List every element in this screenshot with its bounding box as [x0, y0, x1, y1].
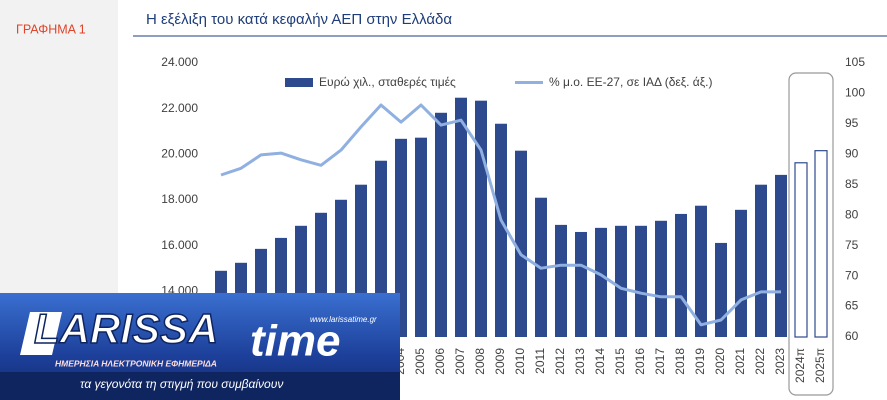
brand-right: time	[250, 317, 340, 366]
x-tick-label: 2015	[613, 348, 627, 375]
bar	[555, 224, 567, 337]
bar	[655, 220, 667, 337]
logo-l-shape	[20, 312, 62, 355]
line	[220, 103, 781, 327]
x-tick-label: 2025π	[813, 348, 827, 383]
bar	[715, 242, 727, 337]
y-tick-label: 20.000	[161, 147, 198, 161]
bar	[695, 205, 707, 337]
bar	[475, 100, 487, 337]
y2-tick-label: 60	[845, 329, 859, 343]
legend-label: Ευρώ χιλ., σταθερές τιμές	[319, 75, 456, 89]
x-tick-label: 2007	[453, 348, 467, 375]
y2-tick-label: 70	[845, 268, 859, 282]
x-tick-label: 2008	[473, 348, 487, 375]
chart-title: Η εξέλιξη του κατά κεφαλήν ΑΕΠ στην Ελλά…	[146, 11, 452, 28]
bar	[435, 112, 447, 337]
y2-tick-label: 105	[845, 55, 865, 69]
x-tick-label: 2014	[593, 348, 607, 375]
bar	[755, 184, 767, 337]
x-tick-label: 2009	[493, 348, 507, 375]
x-tick-label: 2005	[413, 348, 427, 375]
bar	[375, 160, 387, 337]
brand-tagline-bottom: τα γεγονότα τη στιγμή που συμβαίνουν	[80, 377, 283, 391]
x-tick-label: 2006	[433, 348, 447, 375]
y2-tick-label: 95	[845, 116, 859, 130]
brand-left: LARISSA	[34, 305, 218, 352]
y2-tick-label: 85	[845, 177, 859, 191]
bar	[515, 150, 527, 337]
y2-tick-label: 80	[845, 207, 859, 221]
y2-tick-label: 75	[845, 238, 859, 252]
bar	[595, 227, 607, 337]
y-tick-label: 22.000	[161, 101, 198, 115]
bar	[575, 231, 587, 337]
legend-label: % μ.ο. ΕΕ-27, σε ΙΑΔ (δεξ. άξ.)	[549, 75, 712, 89]
logo-band	[0, 372, 400, 400]
bar	[814, 150, 828, 338]
y2-tick-label: 65	[845, 299, 859, 313]
x-tick-label: 2022	[753, 348, 767, 375]
x-tick-label: 2024π	[793, 348, 807, 383]
plot: 14.00016.00018.00020.00022.00024.0006065…	[161, 55, 865, 383]
brand-url: www.larissatime.gr	[310, 315, 377, 324]
x-tick-label: 2013	[573, 348, 587, 375]
y2-tick-label: 90	[845, 147, 859, 161]
x-tick-label: 2021	[733, 348, 747, 375]
x-tick-label: 2020	[713, 348, 727, 375]
y-tick-label: 16.000	[161, 238, 198, 252]
x-tick-label: 2010	[513, 348, 527, 375]
x-tick-label: 2016	[633, 348, 647, 375]
bar	[395, 138, 407, 337]
x-tick-label: 2019	[693, 348, 707, 375]
bar	[615, 225, 627, 337]
chart-label: ΓΡΑΦΗΜΑ 1	[16, 22, 86, 36]
bar	[775, 174, 787, 337]
x-tick-label: 2017	[653, 348, 667, 375]
brand-tagline-top: ΗΜΕΡΗΣΙΑ ΗΛΕΚΤΡΟΝΙΚΗ ΕΦΗΜΕΡΙΔΑ	[55, 358, 217, 368]
bar	[455, 97, 467, 337]
forecast-frame	[788, 72, 834, 396]
bar	[735, 209, 747, 337]
bar	[794, 162, 808, 338]
x-tick-label: 2023	[773, 348, 787, 375]
legend-swatch	[285, 78, 313, 87]
x-tick-label: 2012	[553, 348, 567, 375]
logo: LARISSA time www.larissatime.gr ΗΜΕΡΗΣΙΑ…	[0, 293, 400, 400]
bar	[495, 123, 507, 337]
x-tick-label: 2018	[673, 348, 687, 375]
bar	[675, 213, 687, 337]
bar	[635, 225, 647, 337]
y-tick-label: 24.000	[161, 55, 198, 69]
y-tick-label: 18.000	[161, 192, 198, 206]
bar	[415, 137, 427, 337]
y2-tick-label: 100	[845, 86, 865, 100]
x-tick-label: 2011	[533, 348, 547, 374]
